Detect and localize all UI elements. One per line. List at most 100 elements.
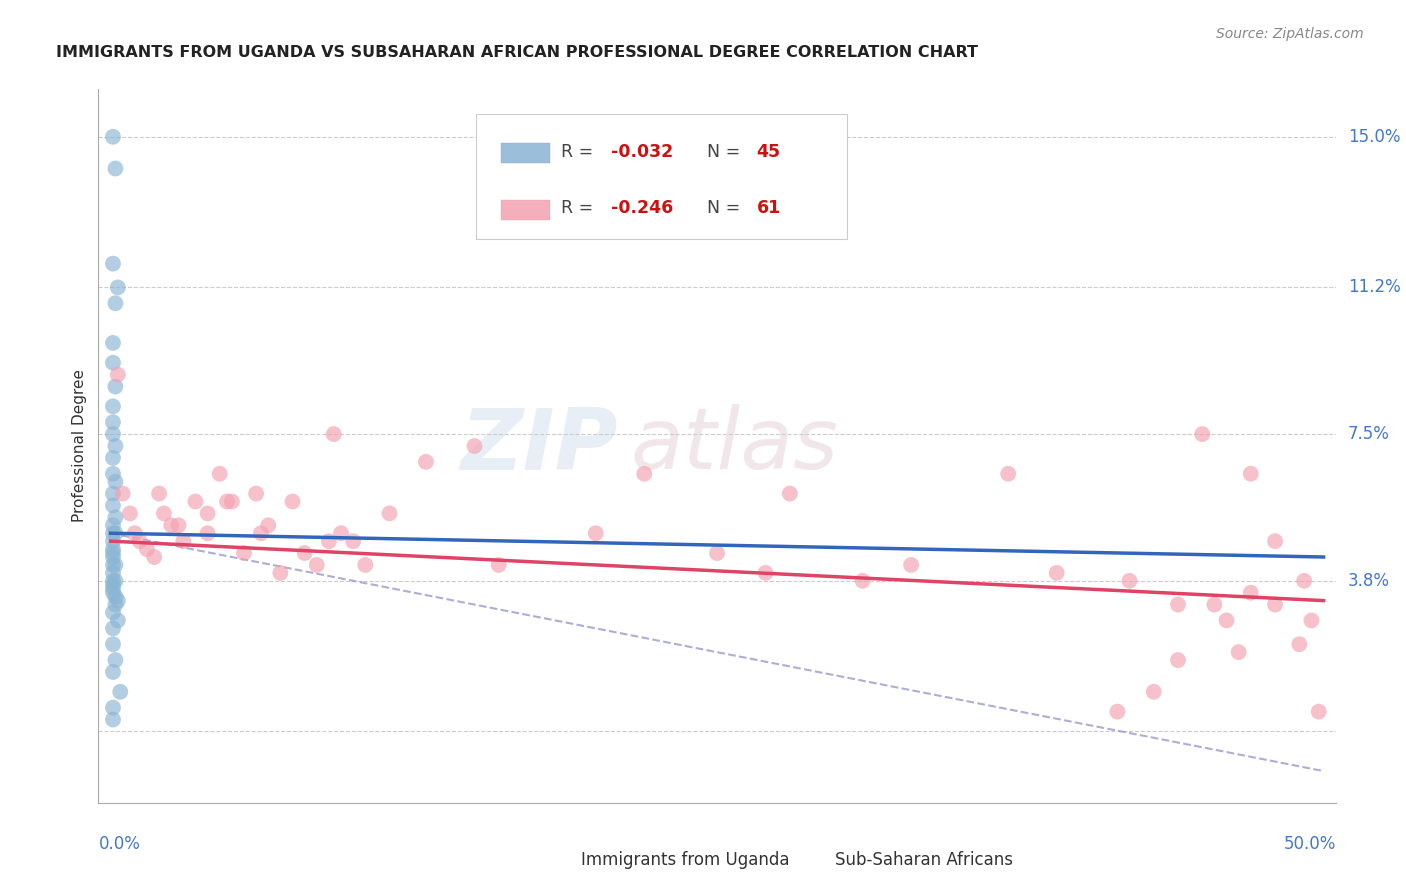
- Text: R =: R =: [561, 143, 599, 161]
- Point: [257, 518, 280, 533]
- Point: [250, 526, 273, 541]
- Point: [755, 566, 778, 580]
- Point: [1215, 614, 1237, 628]
- Point: [101, 400, 124, 414]
- FancyBboxPatch shape: [475, 114, 846, 239]
- Point: [107, 614, 129, 628]
- Point: [107, 368, 129, 382]
- Point: [997, 467, 1019, 481]
- Point: [101, 621, 124, 635]
- Text: R =: R =: [561, 199, 599, 217]
- Point: [1240, 585, 1263, 599]
- Text: -0.246: -0.246: [610, 199, 673, 217]
- Point: [104, 161, 127, 176]
- Point: [101, 566, 124, 580]
- Text: Immigrants from Uganda: Immigrants from Uganda: [581, 851, 789, 869]
- Point: [104, 653, 127, 667]
- Point: [104, 590, 127, 604]
- Text: -0.032: -0.032: [610, 143, 673, 161]
- Point: [143, 549, 166, 564]
- Point: [184, 494, 207, 508]
- Point: [101, 585, 124, 599]
- FancyBboxPatch shape: [501, 200, 550, 219]
- Point: [318, 534, 340, 549]
- Point: [101, 582, 124, 596]
- Point: [1264, 598, 1286, 612]
- Point: [101, 427, 124, 442]
- Point: [1264, 534, 1286, 549]
- Point: [104, 598, 127, 612]
- Point: [233, 546, 256, 560]
- Point: [101, 578, 124, 592]
- Point: [104, 475, 127, 489]
- Point: [1301, 614, 1323, 628]
- Point: [1167, 653, 1189, 667]
- Point: [101, 356, 124, 370]
- Point: [107, 280, 129, 294]
- Text: 61: 61: [756, 199, 780, 217]
- Point: [172, 534, 194, 549]
- Point: [208, 467, 231, 481]
- Point: [197, 526, 219, 541]
- Text: 50.0%: 50.0%: [1284, 835, 1336, 853]
- Point: [269, 566, 291, 580]
- Point: [463, 439, 485, 453]
- Point: [101, 665, 124, 679]
- Point: [633, 467, 655, 481]
- Point: [1167, 598, 1189, 612]
- Point: [378, 507, 401, 521]
- Point: [779, 486, 801, 500]
- Point: [305, 558, 328, 572]
- Point: [101, 486, 124, 500]
- Text: atlas: atlas: [630, 404, 838, 488]
- Point: [101, 637, 124, 651]
- Point: [101, 257, 124, 271]
- Point: [104, 510, 127, 524]
- Y-axis label: Professional Degree: Professional Degree: [72, 369, 87, 523]
- Point: [167, 518, 190, 533]
- Point: [101, 700, 124, 714]
- Point: [104, 379, 127, 393]
- Text: 15.0%: 15.0%: [1348, 128, 1400, 145]
- Point: [104, 439, 127, 453]
- Point: [160, 518, 183, 533]
- Text: N =: N =: [707, 199, 747, 217]
- Point: [1143, 685, 1166, 699]
- Point: [101, 450, 124, 465]
- Point: [900, 558, 922, 572]
- Point: [101, 574, 124, 588]
- Point: [1308, 705, 1330, 719]
- Point: [101, 415, 124, 429]
- Point: [136, 542, 159, 557]
- Point: [101, 549, 124, 564]
- Point: [215, 494, 238, 508]
- Point: [852, 574, 875, 588]
- Point: [342, 534, 364, 549]
- Text: ZIP: ZIP: [460, 404, 619, 488]
- Text: Sub-Saharan Africans: Sub-Saharan Africans: [835, 851, 1012, 869]
- Point: [101, 335, 124, 350]
- Point: [118, 507, 141, 521]
- Point: [294, 546, 316, 560]
- Point: [245, 486, 267, 500]
- Text: 7.5%: 7.5%: [1348, 425, 1389, 443]
- Text: 11.2%: 11.2%: [1348, 278, 1400, 296]
- Point: [124, 526, 146, 541]
- Point: [1118, 574, 1140, 588]
- Point: [104, 558, 127, 572]
- Point: [101, 499, 124, 513]
- Point: [101, 713, 124, 727]
- Point: [1240, 467, 1263, 481]
- FancyBboxPatch shape: [501, 143, 550, 163]
- Point: [706, 546, 728, 560]
- FancyBboxPatch shape: [790, 847, 830, 873]
- Point: [101, 558, 124, 572]
- Point: [101, 542, 124, 557]
- Text: IMMIGRANTS FROM UGANDA VS SUBSAHARAN AFRICAN PROFESSIONAL DEGREE CORRELATION CHA: IMMIGRANTS FROM UGANDA VS SUBSAHARAN AFR…: [56, 45, 979, 60]
- Point: [488, 558, 510, 572]
- Text: Source: ZipAtlas.com: Source: ZipAtlas.com: [1216, 27, 1364, 41]
- Point: [101, 526, 124, 541]
- Point: [128, 534, 150, 549]
- Point: [322, 427, 344, 442]
- Point: [104, 574, 127, 588]
